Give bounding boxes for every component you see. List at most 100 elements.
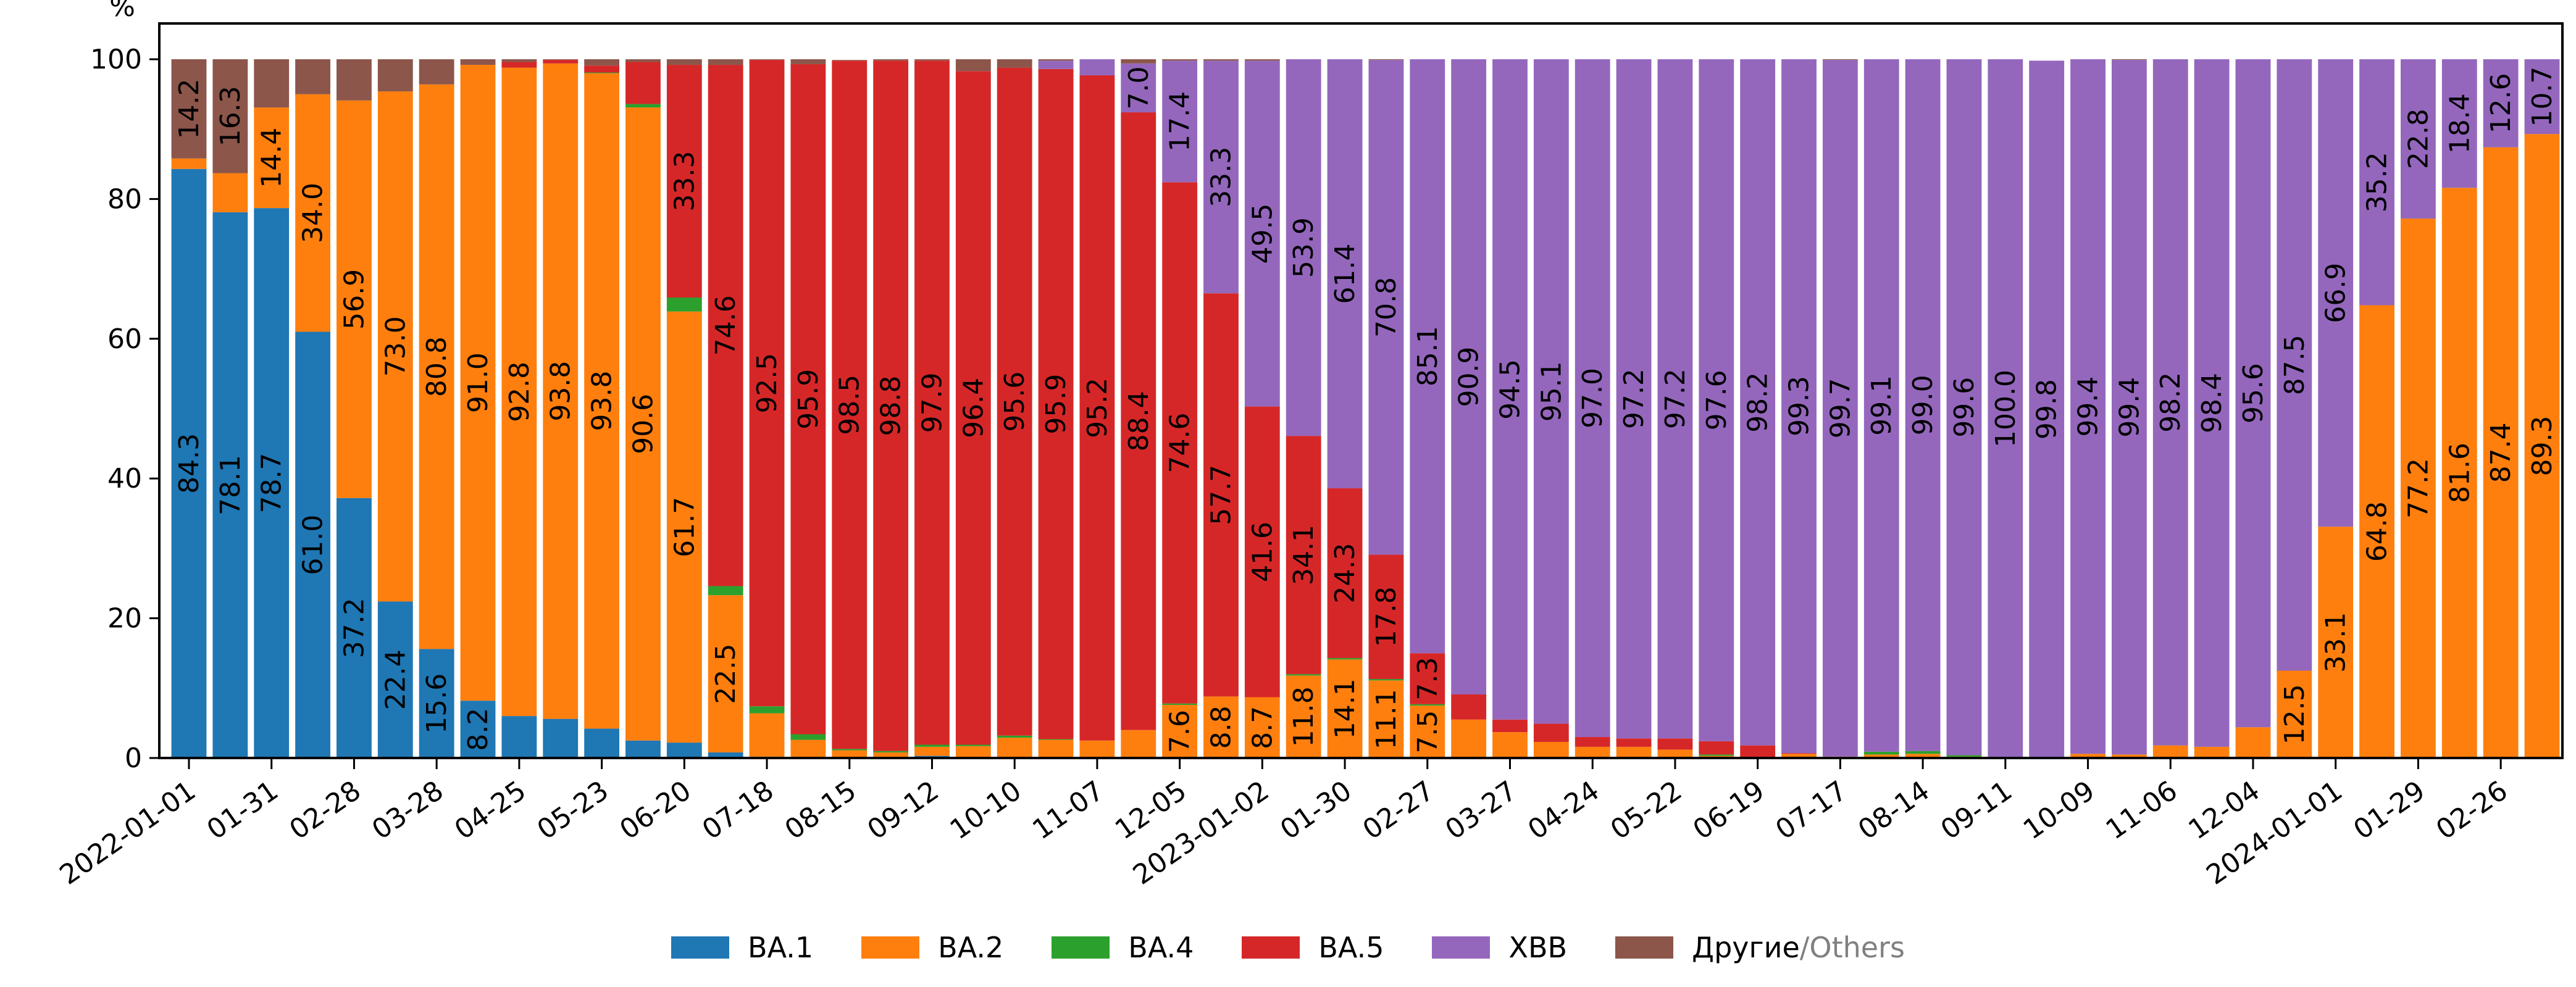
bar-segment-ba-4: [790, 734, 826, 740]
data-label: 81.6: [2444, 443, 2475, 503]
bar-segment-ba-5: [584, 65, 620, 73]
x-tick-label: 01-29: [2348, 775, 2431, 846]
bar-segment-xbb: [2483, 59, 2519, 148]
bar-segment-ba-5: [1533, 723, 1569, 742]
data-label: 11.8: [1288, 686, 1319, 747]
x-axis: 2022-01-01 01-31 02-28 03-28 04-25 05-23 06-20…: [54, 758, 2513, 891]
data-label: 95.2: [1082, 378, 1113, 438]
data-label: 12.5: [2279, 684, 2310, 744]
data-label: 95.6: [2238, 363, 2269, 423]
x-tick-label: 11-07: [1027, 775, 1110, 846]
bar-segment-xbb: [1203, 60, 1239, 294]
bar-segment-xbb: [2277, 59, 2312, 671]
bar-segment-ba-5: [955, 71, 991, 745]
bar-segment-xbb: [1451, 59, 1487, 694]
bar-segment-ba-2: [1905, 754, 1941, 758]
bar-segment-xbb: [1162, 60, 1198, 183]
bar-segment-ba-1: [295, 331, 330, 758]
bar-segment-xbb: [1740, 59, 1776, 746]
bar-segment-xbb: [1863, 59, 1899, 752]
data-label: 91.0: [462, 352, 494, 413]
x-tick-label: 02-26: [2430, 775, 2513, 846]
bar-segment-xbb: [2524, 59, 2560, 135]
bar-segment-ba-2: [666, 311, 702, 743]
x-tick-label: 07-17: [1770, 775, 1853, 846]
x-tick-label: 06-20: [614, 775, 697, 846]
data-label: 7.0: [1123, 66, 1155, 109]
bar-segment-ba-2: [2194, 746, 2230, 758]
data-label: 88.4: [1123, 391, 1155, 451]
data-label: 95.1: [1536, 361, 1567, 422]
bar-segment-ba-4: [1905, 751, 1941, 754]
data-label: 98.5: [834, 375, 866, 435]
bar-segment-ba-4: [914, 744, 950, 747]
bar-segment--others: [501, 59, 537, 62]
legend-label: BA.4: [1128, 931, 1194, 964]
bar-segment-ba-5: [1740, 745, 1776, 758]
data-label: 87.5: [2279, 335, 2310, 395]
data-label: 74.6: [710, 295, 742, 356]
bar-segment-ba-5: [543, 60, 579, 64]
data-label: 61.0: [298, 515, 329, 575]
x-tick-label: 11-06: [2101, 775, 2183, 846]
data-label: 10.7: [2527, 67, 2558, 127]
bar-segment-ba-5: [708, 65, 743, 586]
data-label: 14.4: [256, 128, 288, 188]
legend: BA.1 BA.2 BA.4 BA.5 XBB Другие/Others: [0, 926, 2576, 969]
data-label: 11.1: [1371, 689, 1402, 749]
x-tick-label: 04-25: [449, 775, 532, 846]
bar-segment-ba-5: [1699, 741, 1734, 755]
data-label: 74.6: [1165, 412, 1196, 473]
data-label: 22.5: [710, 644, 742, 704]
data-label: 73.0: [380, 316, 411, 377]
bar-segment-ba-4: [1368, 679, 1404, 681]
bar-segment-ba-2: [419, 84, 454, 649]
bar-segment-ba-2: [337, 100, 372, 498]
bar-segment-ba-5: [1162, 182, 1198, 704]
x-tick-label: 2022-01-01: [54, 775, 202, 891]
x-tick-label: 08-15: [779, 775, 862, 846]
data-label: 53.9: [1288, 217, 1319, 278]
data-label: 99.7: [1825, 378, 1856, 438]
data-label: 84.3: [174, 433, 205, 494]
data-label: 99.4: [2073, 377, 2104, 437]
bar-segment-ba-2: [2111, 754, 2147, 758]
bar-segment-ba-5: [1038, 69, 1074, 739]
data-label: 97.2: [1618, 369, 1650, 429]
bar-segment-ba-2: [1203, 696, 1239, 758]
x-tick-label: 04-24: [1523, 775, 1605, 846]
data-label: 35.2: [2362, 152, 2393, 212]
bar-segment-xbb: [2070, 59, 2106, 754]
data-label: 95.6: [999, 372, 1031, 432]
bar-segment-xbb: [2194, 59, 2230, 747]
bar-segment-xbb: [2359, 59, 2394, 306]
legend-swatch: [1242, 936, 1300, 959]
bar-segment-ba-4: [1863, 751, 1899, 755]
data-label: 57.7: [1205, 465, 1237, 525]
bar-segment--others: [790, 59, 826, 64]
bar-segment--others: [1244, 59, 1280, 61]
bar-segment-ba-4: [873, 751, 909, 752]
bar-segment-xbb: [1368, 60, 1404, 555]
x-tick-label: 01-30: [1274, 775, 1357, 846]
bar-segment--others: [666, 59, 702, 65]
bar-segment-ba-2: [2318, 527, 2354, 758]
bar-segment-ba-1: [460, 701, 496, 758]
bar-segment-ba-5: [1492, 719, 1528, 733]
bar-segment-ba-5: [997, 67, 1032, 736]
data-label: 97.0: [1577, 368, 1608, 428]
data-label: 64.8: [2362, 501, 2393, 562]
legend-label: BA.1: [748, 931, 814, 964]
bar-segment-xbb: [1121, 63, 1156, 113]
stacked-bar-chart: 84.3 14.2 78.1 16.3 78.7 14.4 61.0 34.0 37.2 56.9…: [54, 0, 2564, 891]
bar-segment-ba-2: [790, 739, 826, 757]
bar-segment-ba-4: [1699, 754, 1734, 756]
bar-segment-xbb: [2318, 59, 2354, 527]
data-label: 61.4: [1329, 244, 1361, 304]
bar-segment-ba-4: [1946, 755, 1982, 757]
bar-segment-ba-2: [501, 67, 537, 717]
bar-segment-ba-5: [1327, 488, 1363, 659]
bar-segment-ba-5: [1781, 753, 1817, 754]
bar-segment-ba-4: [1286, 674, 1321, 676]
bar-segment-ba-4: [955, 744, 991, 746]
